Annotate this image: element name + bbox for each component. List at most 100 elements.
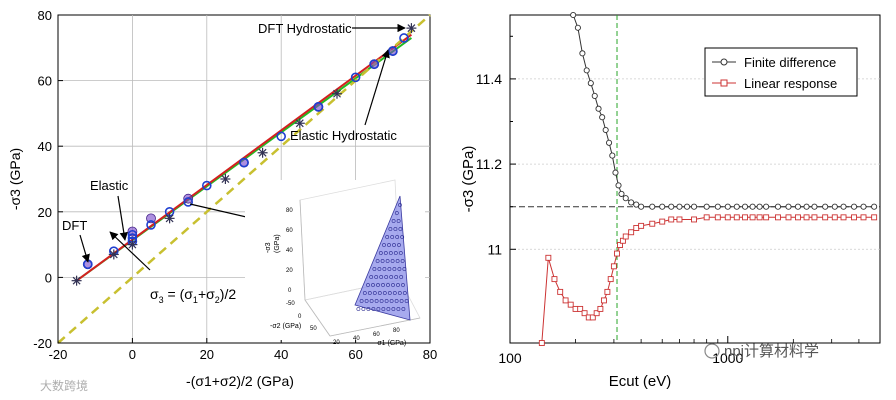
left-point-blue (183, 197, 193, 207)
right-point-linear-response (649, 220, 656, 227)
inset-dot (374, 275, 379, 279)
inset-dot (382, 267, 387, 271)
svg-text:80: 80 (393, 328, 400, 334)
right-point-linear-response (714, 214, 721, 221)
legend-linear-response: Linear response (744, 76, 837, 91)
right-point-linear-response (775, 214, 781, 221)
inset-dot (392, 291, 397, 295)
right-point-finite-difference (618, 190, 625, 197)
inset-dot (389, 299, 394, 303)
right-point-linear-response (577, 305, 584, 312)
inset-dot (396, 283, 400, 287)
right-point-finite-difference (615, 182, 622, 189)
inset-3d-plot: 80 60 40 20 0 -50 0 50 20 40 60 80 -σ3 (… (245, 179, 425, 347)
right-point-linear-response (668, 216, 675, 223)
right-y-tick-label: 11 (487, 241, 502, 257)
inset-dot (387, 243, 391, 247)
right-point-linear-response (538, 340, 545, 346)
svg-text:0: 0 (288, 288, 292, 294)
star-stroke (333, 89, 341, 98)
left-y-tick-label: 80 (38, 8, 52, 23)
inset-dot (371, 283, 375, 287)
right-point-finite-difference (659, 203, 666, 210)
inset-dot (382, 291, 387, 295)
inset-dot (356, 307, 361, 311)
star-stroke (72, 276, 81, 285)
inset-dot (400, 259, 405, 263)
right-point-linear-response (860, 214, 867, 221)
inset-dot (375, 259, 380, 263)
left-point-star (108, 249, 119, 260)
inset-dot (378, 251, 383, 255)
right-point-linear-response (557, 288, 564, 295)
inset-dot (385, 259, 390, 263)
right-point-finite-difference (871, 203, 878, 210)
inset-dot (398, 251, 403, 255)
right-point-linear-response (562, 297, 569, 304)
inset-dot (398, 227, 403, 231)
right-point-linear-response (763, 214, 770, 221)
right-point-finite-difference (595, 105, 602, 112)
left-x-tick-label: 0 (129, 347, 136, 362)
inset-sigma3-label: -σ3 (265, 242, 272, 253)
inset-dot (390, 235, 395, 239)
inset-dot (390, 259, 395, 263)
inset-dot (385, 235, 390, 239)
inset-dot (364, 299, 369, 303)
inset-dot (383, 251, 388, 255)
inset-dot (393, 251, 398, 255)
left-x-tick-label: 20 (200, 347, 214, 362)
inset-dot (401, 283, 405, 287)
left-point-star (257, 147, 268, 158)
left-y-tick-label: 40 (38, 139, 52, 154)
left-point-star (332, 88, 342, 99)
right-point-finite-difference (583, 67, 590, 74)
inset-dot (384, 299, 389, 303)
right-point-linear-response (811, 214, 818, 221)
svg-text:60: 60 (286, 228, 293, 234)
svg-text:-50: -50 (286, 301, 295, 307)
inset-dot (391, 307, 396, 311)
right-point-finite-difference (628, 199, 635, 206)
left-point-star (164, 213, 175, 224)
left-point-blue (369, 59, 380, 69)
star-stroke (109, 250, 118, 259)
watermark-right: npj计算材料学 (724, 342, 819, 360)
inset-dot (382, 243, 386, 247)
inset-dot (377, 267, 382, 271)
inset-dot (367, 291, 372, 295)
inset-sigma1-label: -σ1 (GPa) (375, 340, 406, 347)
svg-text:80: 80 (286, 208, 293, 214)
legend-square-marker (720, 79, 728, 87)
annotation-elastic-hydrostatic: Elastic Hydrostatic (290, 128, 397, 143)
inset-dot (387, 291, 392, 295)
right-point-finite-difference (591, 92, 598, 99)
inset-surface (354, 195, 411, 321)
right-point-finite-difference (683, 203, 691, 210)
inset-dot (388, 251, 393, 255)
inset-dot (369, 299, 374, 303)
right-y-tick-label: 11.4 (476, 71, 502, 87)
star-stroke (258, 148, 267, 157)
right-point-finite-difference (668, 203, 675, 210)
inset-dot (394, 211, 399, 215)
left-point-purple (146, 213, 156, 224)
right-point-linear-response (742, 214, 748, 221)
right-point-linear-response (593, 310, 600, 317)
left-point-blue (202, 180, 212, 191)
left-point-star (220, 174, 231, 184)
inset-dot (402, 267, 407, 271)
inset-dot (393, 227, 398, 231)
left-point-blue (350, 72, 361, 83)
inset-dot (377, 291, 382, 295)
right-point-linear-response (638, 222, 645, 229)
inset-dot (394, 275, 399, 279)
left-y-tick-label: -20 (33, 336, 52, 351)
right-point-finite-difference (587, 80, 594, 87)
inset-dot (391, 219, 396, 223)
left-point-blue (127, 229, 138, 240)
inset-dot (386, 283, 390, 287)
inset-dot (384, 275, 389, 279)
right-point-finite-difference (633, 201, 640, 208)
